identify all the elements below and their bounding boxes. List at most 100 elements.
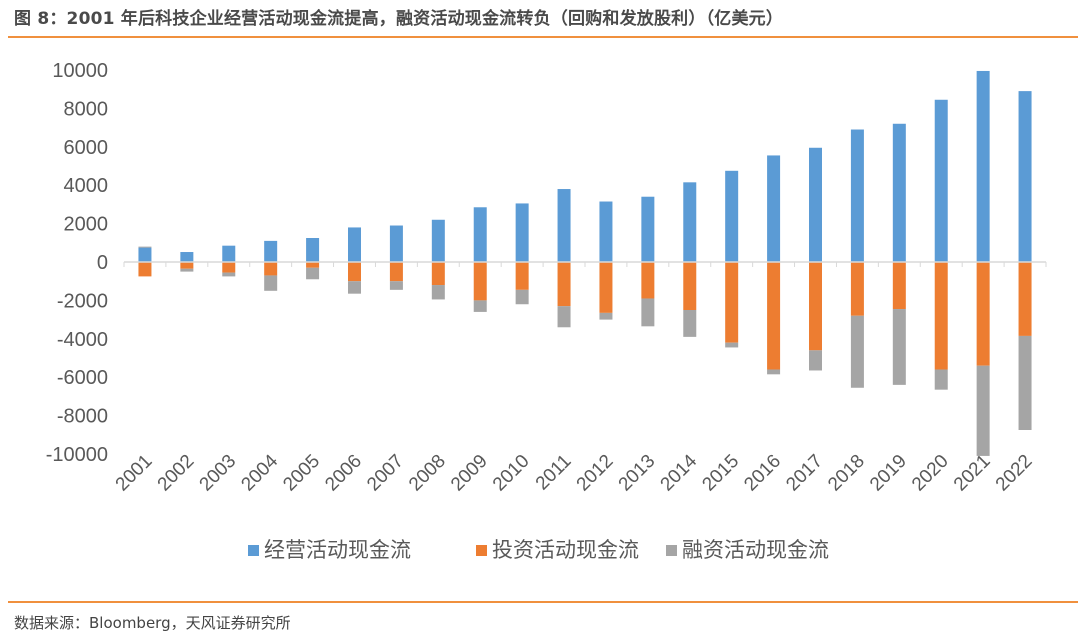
x-tick-label: 2001: [112, 451, 157, 496]
bar-investing-2021: [976, 262, 990, 366]
bar-operating-2009: [473, 207, 487, 262]
bar-investing-2005: [306, 262, 320, 268]
y-tick-label: 0: [97, 252, 108, 274]
bar-financing-2011: [557, 306, 571, 328]
bar-operating-2016: [767, 155, 781, 262]
bar-financing-2003: [222, 272, 236, 277]
bar-operating-2004: [264, 240, 278, 262]
y-tick-label: 4000: [64, 175, 109, 197]
y-tick-label: -8000: [57, 406, 108, 428]
bar-operating-2012: [599, 201, 613, 262]
bar-operating-2011: [557, 189, 571, 262]
legend-swatch-investing: [476, 545, 487, 556]
bar-financing-2001: [138, 246, 152, 248]
bar-investing-2009: [473, 262, 487, 301]
x-tick-label: 2010: [489, 451, 534, 496]
bar-investing-2015: [725, 262, 739, 343]
y-tick-label: -10000: [46, 444, 108, 466]
bar-operating-2020: [934, 99, 948, 262]
bar-investing-2017: [809, 262, 822, 351]
bar-investing-2003: [222, 262, 236, 273]
bar-operating-2001: [138, 247, 152, 262]
legend-label-operating: 经营活动现金流: [264, 539, 411, 562]
bar-investing-2006: [348, 262, 361, 282]
bar-operating-2022: [1018, 91, 1032, 262]
bar-operating-2015: [725, 170, 739, 262]
bar-financing-2013: [641, 298, 655, 327]
bar-operating-2006: [348, 227, 361, 262]
bar-financing-2006: [348, 281, 361, 294]
bar-financing-2016: [767, 369, 781, 375]
bar-financing-2022: [1018, 335, 1032, 430]
y-tick-label: -2000: [57, 290, 108, 312]
y-tick-label: 2000: [64, 214, 109, 236]
bar-investing-2016: [767, 262, 781, 370]
footer-divider: [8, 601, 1078, 603]
x-tick-label: 2003: [196, 451, 241, 496]
bar-financing-2019: [892, 309, 906, 385]
bar-investing-2002: [180, 262, 194, 269]
bar-operating-2005: [306, 238, 320, 262]
bar-investing-2022: [1018, 262, 1032, 336]
source-note: 数据来源：Bloomberg，天风证券研究所: [14, 614, 291, 632]
y-axis-tick-labels: 10000 8000 6000 4000 2000 0 -2000 -4000 -6000 -80…: [46, 60, 108, 466]
bar-investing-2001: [138, 262, 152, 277]
x-tick-label: 2005: [279, 451, 324, 496]
x-tick-label: 2021: [950, 451, 995, 496]
legend-swatch-financing: [666, 545, 677, 556]
bar-operating-2007: [389, 225, 403, 262]
chart-bars: [138, 70, 1032, 456]
bar-financing-2009: [473, 300, 487, 312]
bar-investing-2019: [892, 262, 906, 310]
x-axis-tick-labels: 2001200220032004200520062007200820092010…: [112, 450, 1037, 495]
bar-financing-2014: [683, 310, 697, 337]
bar-financing-2008: [431, 285, 445, 300]
zero-axis: [123, 261, 1047, 267]
bar-operating-2017: [809, 147, 822, 262]
y-tick-label: 10000: [52, 60, 108, 82]
bar-investing-2007: [389, 262, 403, 282]
title-divider: [8, 36, 1078, 38]
x-tick-label: 2014: [657, 450, 702, 495]
x-tick-label: 2008: [405, 451, 450, 496]
bar-operating-2003: [222, 245, 236, 262]
bar-operating-2008: [431, 219, 445, 262]
x-tick-label: 2018: [824, 451, 869, 496]
x-tick-label: 2007: [363, 451, 408, 496]
bar-operating-2010: [515, 203, 529, 262]
bar-financing-2012: [599, 312, 613, 320]
bar-financing-2002: [180, 268, 194, 272]
bar-financing-2007: [389, 281, 403, 290]
bar-operating-2014: [683, 182, 697, 262]
legend-label-financing: 融资活动现金流: [682, 539, 829, 562]
bar-operating-2021: [976, 70, 990, 263]
bar-investing-2018: [850, 262, 864, 316]
x-tick-label: 2006: [321, 451, 366, 496]
bar-financing-2017: [809, 350, 822, 371]
x-tick-label: 2016: [740, 451, 785, 496]
bar-financing-2020: [934, 369, 948, 390]
y-tick-label: -4000: [57, 329, 108, 351]
bar-investing-2012: [599, 262, 613, 313]
bar-investing-2008: [431, 262, 445, 286]
bar-investing-2010: [515, 262, 529, 290]
bar-investing-2020: [934, 262, 948, 370]
bar-operating-2019: [892, 123, 906, 262]
bar-investing-2013: [641, 262, 655, 299]
bar-operating-2013: [641, 196, 655, 262]
x-tick-label: 2022: [992, 451, 1037, 496]
x-tick-label: 2017: [782, 451, 827, 496]
x-tick-label: 2009: [447, 451, 492, 496]
y-tick-label: 8000: [64, 98, 109, 120]
bar-operating-2018: [850, 129, 864, 262]
x-tick-label: 2011: [532, 451, 576, 495]
y-tick-label: 6000: [64, 137, 109, 159]
figure-title: 图 8：2001 年后科技企业经营活动现金流提高，融资活动现金流转负（回购和发放…: [14, 9, 784, 29]
bar-investing-2011: [557, 262, 571, 307]
bar-chart: 10000 8000 6000 4000 2000 0 -2000 -4000 -6000 -80…: [46, 60, 1047, 562]
y-tick-label: -6000: [57, 367, 108, 389]
legend-swatch-operating: [248, 545, 259, 556]
x-tick-label: 2004: [237, 450, 282, 495]
x-tick-label: 2013: [615, 451, 660, 496]
chart-legend: 经营活动现金流 投资活动现金流 融资活动现金流: [248, 539, 829, 562]
